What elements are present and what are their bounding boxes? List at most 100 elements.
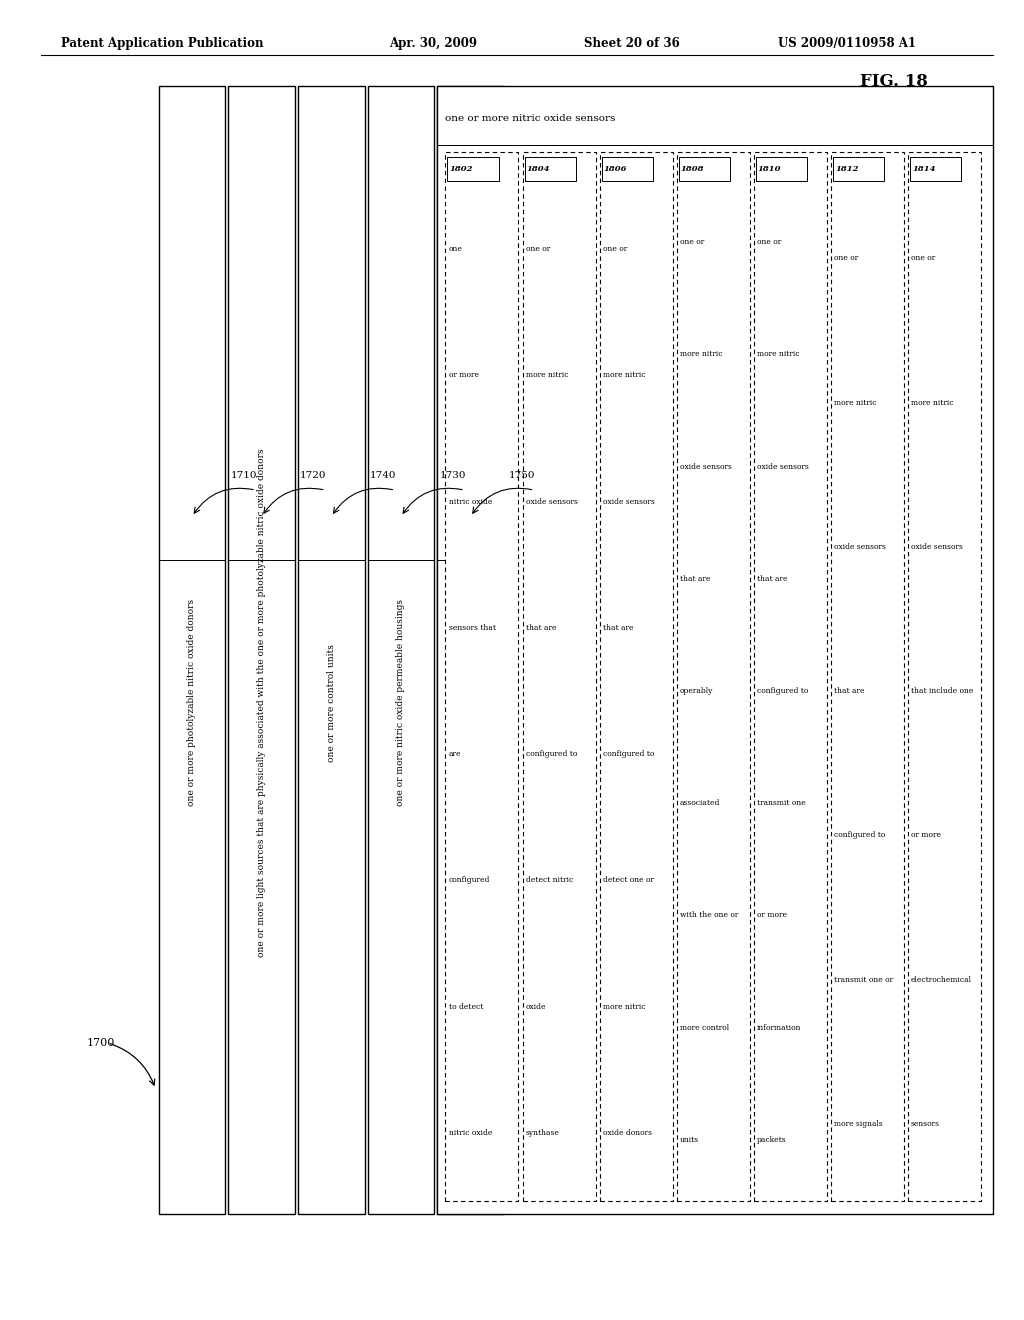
- Text: more nitric: more nitric: [834, 399, 877, 407]
- Text: one or: one or: [911, 255, 935, 263]
- Text: configured to: configured to: [603, 750, 654, 758]
- Text: electrochemical: electrochemical: [911, 975, 972, 983]
- Text: that are: that are: [525, 624, 556, 632]
- Text: 1720: 1720: [300, 471, 327, 479]
- Text: that are: that are: [603, 624, 633, 632]
- Text: oxide sensors: oxide sensors: [680, 462, 732, 471]
- Text: oxide sensors: oxide sensors: [911, 543, 963, 550]
- Text: 1810: 1810: [758, 165, 781, 173]
- Bar: [437, 86, 504, 1214]
- Text: nitric oxide: nitric oxide: [449, 1129, 492, 1137]
- Text: synthase: synthase: [525, 1129, 559, 1137]
- Text: nitric oxide: nitric oxide: [449, 498, 492, 506]
- Text: oxide sensors: oxide sensors: [834, 543, 886, 550]
- Text: to detect: to detect: [449, 1003, 483, 1011]
- Text: one or: one or: [757, 238, 781, 247]
- Text: one or: one or: [834, 255, 858, 263]
- Bar: [228, 86, 295, 1214]
- Text: sensors: sensors: [911, 1119, 940, 1127]
- Text: or more: or more: [449, 371, 478, 379]
- Bar: [756, 157, 807, 181]
- Text: oxide sensors: oxide sensors: [757, 462, 809, 471]
- Text: one or more nitric oxide permeable housings: one or more nitric oxide permeable housi…: [396, 599, 406, 807]
- Text: one or: one or: [525, 246, 550, 253]
- Text: transmit one or: transmit one or: [834, 975, 893, 983]
- Text: more nitric: more nitric: [911, 399, 953, 407]
- Text: associated: associated: [680, 799, 720, 808]
- Text: with the one or: with the one or: [680, 911, 738, 920]
- Text: 1740: 1740: [370, 471, 396, 479]
- Text: one or more control units: one or more control units: [327, 644, 336, 762]
- Text: that are: that are: [834, 686, 864, 696]
- Text: configured to: configured to: [757, 686, 808, 696]
- Text: configured to: configured to: [525, 750, 577, 758]
- Text: 1814: 1814: [912, 165, 936, 173]
- Text: FIG. 18: FIG. 18: [860, 73, 928, 90]
- Text: more control: more control: [680, 1023, 729, 1032]
- Text: 1700: 1700: [87, 1038, 116, 1048]
- Bar: [679, 157, 730, 181]
- Text: 1730: 1730: [439, 471, 466, 479]
- Text: 1710: 1710: [230, 471, 257, 479]
- Text: oxide donors: oxide donors: [603, 1129, 651, 1137]
- Bar: [833, 157, 884, 181]
- Bar: [910, 157, 962, 181]
- Text: more nitric: more nitric: [603, 1003, 645, 1011]
- Text: Apr. 30, 2009: Apr. 30, 2009: [389, 37, 477, 50]
- Text: oxide sensors: oxide sensors: [603, 498, 654, 506]
- Text: or more: or more: [757, 911, 786, 920]
- Text: transmit one: transmit one: [757, 799, 806, 808]
- Bar: [600, 152, 673, 1201]
- Text: more signals: more signals: [834, 1119, 883, 1127]
- Text: one or more light sources that are physically associated with the one or more ph: one or more light sources that are physi…: [257, 449, 266, 957]
- Text: US 2009/0110958 A1: US 2009/0110958 A1: [778, 37, 916, 50]
- Bar: [159, 86, 225, 1214]
- Bar: [754, 152, 826, 1201]
- Bar: [677, 152, 750, 1201]
- Text: one or more nitric oxide sensors: one or more nitric oxide sensors: [466, 628, 475, 777]
- Text: detect one or: detect one or: [603, 876, 653, 884]
- Text: one or: one or: [603, 246, 627, 253]
- Text: 1808: 1808: [681, 165, 705, 173]
- Text: oxide: oxide: [525, 1003, 546, 1011]
- Bar: [368, 86, 434, 1214]
- Text: are: are: [449, 750, 461, 758]
- Text: 1750: 1750: [509, 471, 536, 479]
- Bar: [524, 157, 575, 181]
- Text: or more: or more: [911, 832, 941, 840]
- Text: packets: packets: [757, 1135, 786, 1144]
- Bar: [908, 152, 981, 1201]
- Text: detect nitric: detect nitric: [525, 876, 572, 884]
- Text: that include one: that include one: [911, 686, 974, 696]
- Text: units: units: [680, 1135, 699, 1144]
- Bar: [437, 86, 993, 1214]
- Bar: [298, 86, 365, 1214]
- Text: one or more photolyzable nitric oxide donors: one or more photolyzable nitric oxide do…: [187, 599, 197, 807]
- Bar: [522, 152, 596, 1201]
- Bar: [447, 157, 499, 181]
- Text: one: one: [449, 246, 463, 253]
- Text: more nitric: more nitric: [525, 371, 568, 379]
- Text: 1802: 1802: [450, 165, 473, 173]
- Text: that are: that are: [680, 574, 711, 583]
- Text: one or: one or: [680, 238, 705, 247]
- Text: 1806: 1806: [604, 165, 628, 173]
- Bar: [830, 152, 904, 1201]
- Text: configured to: configured to: [834, 832, 886, 840]
- Text: configured: configured: [449, 876, 489, 884]
- Text: 1804: 1804: [526, 165, 550, 173]
- Text: that are: that are: [757, 574, 787, 583]
- Text: Sheet 20 of 36: Sheet 20 of 36: [584, 37, 680, 50]
- Bar: [602, 157, 652, 181]
- Bar: [445, 152, 518, 1201]
- Text: 1812: 1812: [835, 165, 858, 173]
- Text: more nitric: more nitric: [757, 350, 800, 359]
- Text: more nitric: more nitric: [680, 350, 722, 359]
- Text: sensors that: sensors that: [449, 624, 496, 632]
- Text: one or more nitric oxide sensors: one or more nitric oxide sensors: [445, 115, 615, 123]
- Text: more nitric: more nitric: [603, 371, 645, 379]
- Text: information: information: [757, 1023, 802, 1032]
- Text: operably: operably: [680, 686, 713, 696]
- Text: Patent Application Publication: Patent Application Publication: [61, 37, 264, 50]
- Text: oxide sensors: oxide sensors: [525, 498, 578, 506]
